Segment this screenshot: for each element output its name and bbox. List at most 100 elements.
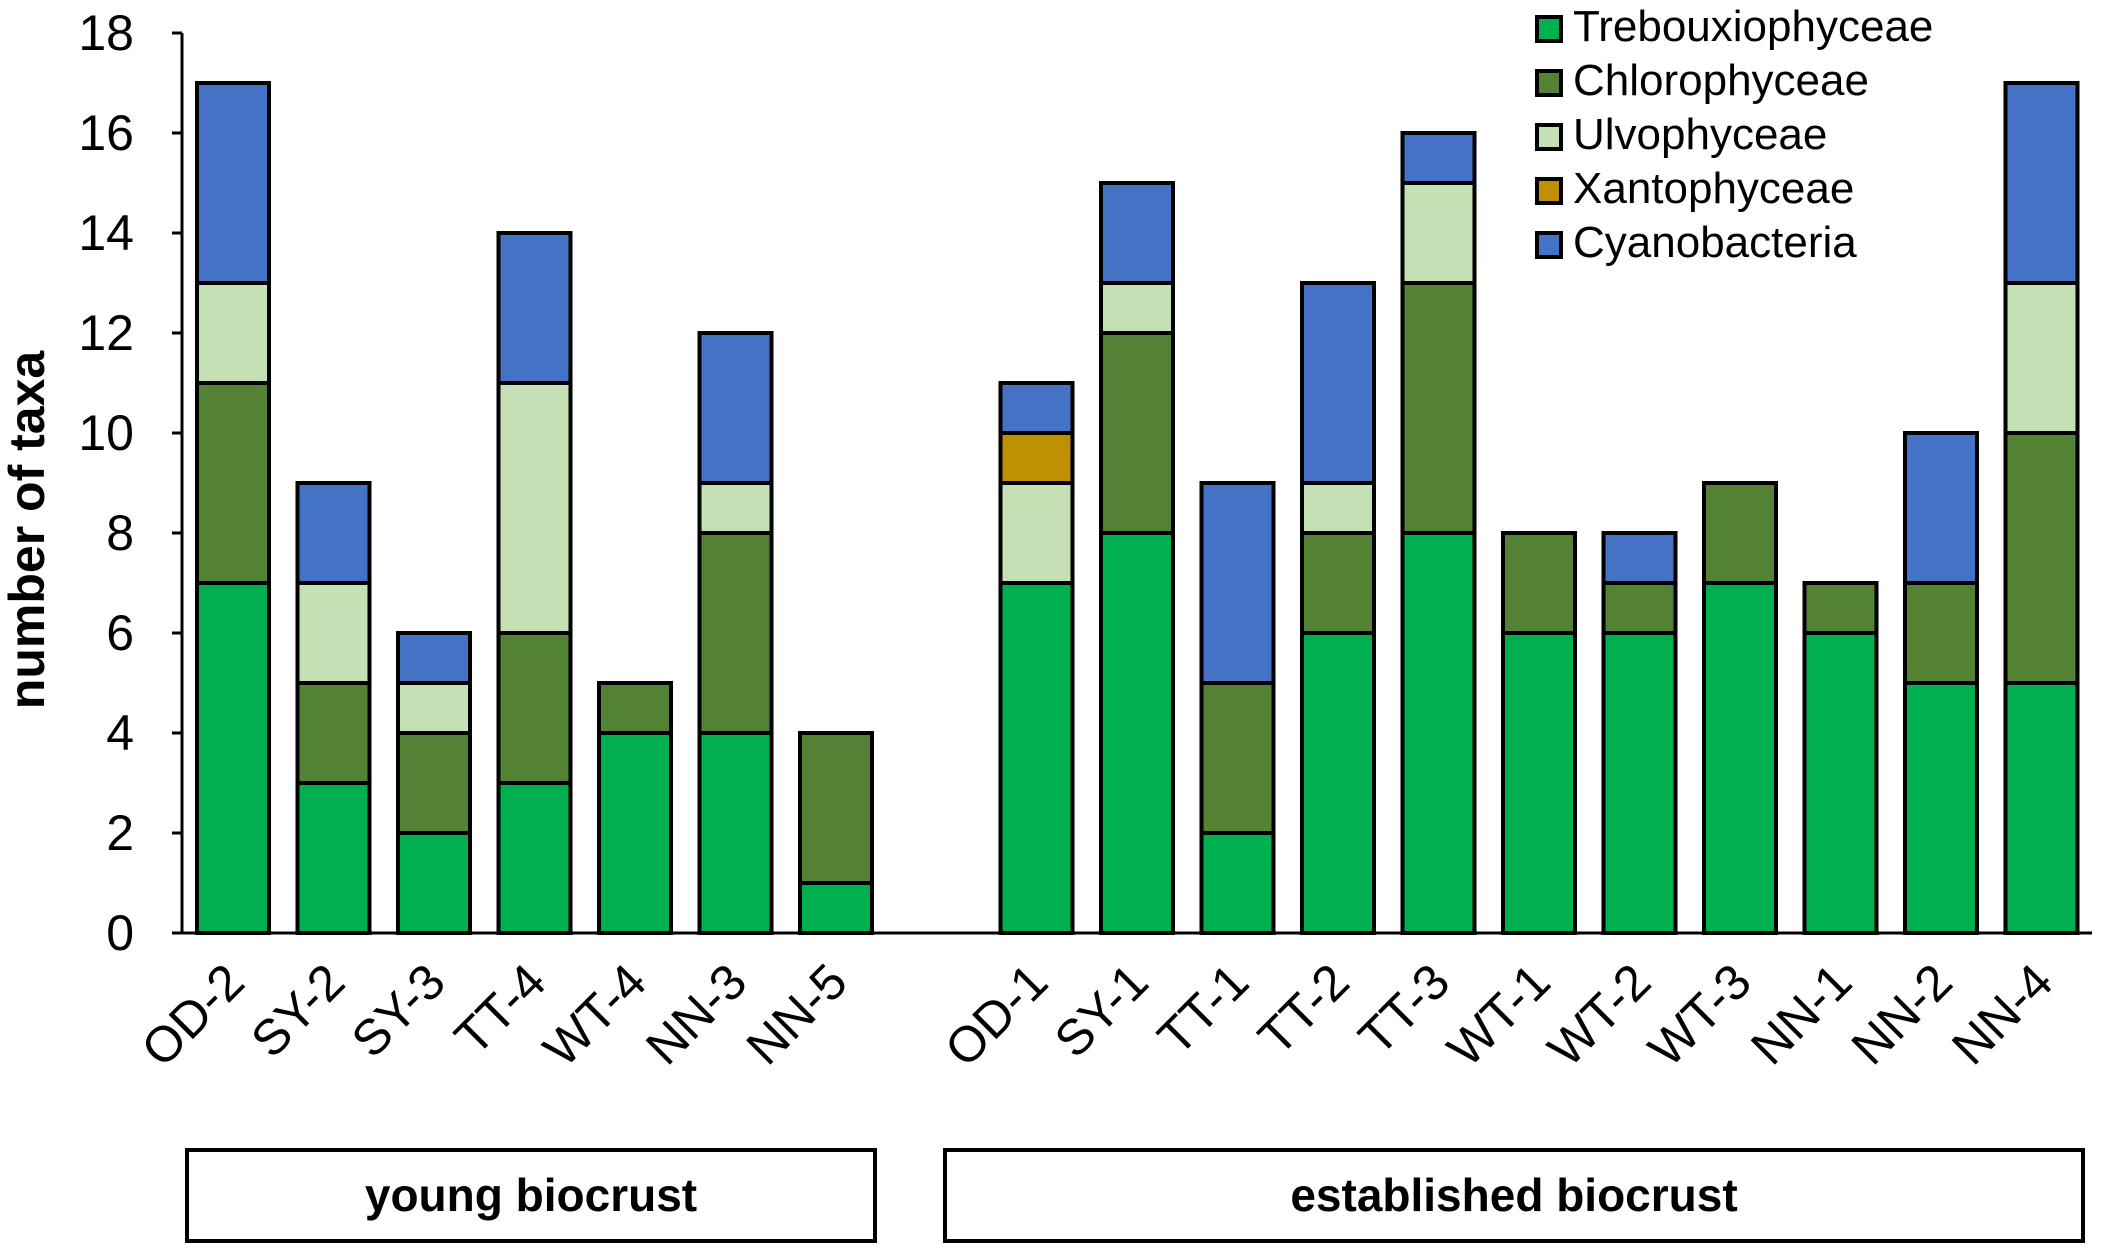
bar-segment-nn-2-cyanobacteria [1903,431,1979,585]
bar-segment-sy-1-cyanobacteria [1099,181,1175,285]
group-label-boxes: young biocrust established biocrust [185,1148,2085,1243]
bar-segment-tt-2-chlorophyceae [1300,531,1376,635]
x-category-label: OD-1 [934,953,1058,1077]
x-category-label: NN-3 [635,953,757,1075]
bar-segment-nn-3-chlorophyceae [697,531,774,735]
legend-label-xantophyceae: Xantophyceae [1573,164,1854,213]
bar-segment-wt-2-trebouxiophyceae [1601,631,1678,935]
bar-segment-tt-3-ulvophyceae [1400,181,1477,285]
y-tick-label: 0 [106,905,134,961]
bar-segment-sy-3-trebouxiophyceae [396,831,472,935]
bar-segment-od-2-ulvophyceae [195,281,271,385]
bar-segment-tt-1-cyanobacteria [1199,481,1276,685]
bar-segment-sy-3-chlorophyceae [396,731,472,835]
bar-segment-sy-1-chlorophyceae [1099,331,1175,535]
bar-segment-nn-5-trebouxiophyceae [798,881,874,935]
bar-segment-sy-1-ulvophyceae [1099,281,1175,335]
legend-swatch-ulvophyceae [1535,123,1563,151]
bar-segment-od-1-ulvophyceae [998,481,1075,585]
bar-segment-tt-2-trebouxiophyceae [1300,631,1376,935]
y-tick-label: 16 [78,105,134,161]
legend-swatch-chlorophyceae [1535,69,1563,97]
bar-segment-wt-4-trebouxiophyceae [597,731,673,935]
bar-segment-nn-1-trebouxiophyceae [1802,631,1879,935]
bar-segment-tt-4-chlorophyceae [496,631,573,785]
x-category-label: OD-2 [131,953,255,1077]
bar-segment-tt-1-trebouxiophyceae [1199,831,1276,935]
bar-segment-wt-3-trebouxiophyceae [1702,581,1778,935]
x-category-label: WT-4 [533,953,657,1077]
group-label: established biocrust [1290,1169,1737,1221]
bar-segment-nn-2-trebouxiophyceae [1903,681,1979,935]
bar-segment-od-2-cyanobacteria [195,81,271,285]
bar-segment-od-1-xantophyceae [998,431,1075,485]
y-tick-label: 10 [78,405,134,461]
x-axis-category-labels: OD-2SY-2SY-3TT-4WT-4NN-3NN-5 OD-1SY-1TT-1… [131,953,2064,1077]
bar-segment-nn-1-chlorophyceae [1802,581,1879,635]
bar-segment-nn-3-cyanobacteria [697,331,774,485]
x-category-label: NN-4 [1941,953,2063,1075]
legend-label-cyanobacteria: Cyanobacteria [1573,218,1857,267]
bar-segment-tt-2-ulvophyceae [1300,481,1376,535]
bar-segment-sy-2-chlorophyceae [295,681,372,785]
x-category-label: SY-2 [240,953,355,1068]
group-box [185,1148,877,1243]
x-category-label: SY-3 [341,953,456,1068]
bar-segment-od-2-chlorophyceae [195,381,271,585]
bar-segment-nn-4-ulvophyceae [2003,281,2080,435]
bar-segment-nn-3-ulvophyceae [697,481,774,535]
x-category-label: WT-1 [1437,953,1561,1077]
bar-segment-tt-4-trebouxiophyceae [496,781,573,935]
group-box [943,1148,2085,1243]
x-category-label: TT-4 [444,953,556,1065]
bar-segment-nn-4-chlorophyceae [2003,431,2080,685]
legend: Trebouxiophyceae Chlorophyceae Ulvophyceae… [1535,2,1933,267]
legend-label-trebouxiophyceae: Trebouxiophyceae [1573,2,1933,51]
y-tick-label: 2 [106,805,134,861]
bar-segment-tt-1-chlorophyceae [1199,681,1276,835]
bar-segment-tt-3-chlorophyceae [1400,281,1477,535]
y-tick-label: 8 [106,505,134,561]
x-category-label: TT-1 [1147,953,1259,1065]
bar-segment-sy-3-ulvophyceae [396,681,472,735]
bar-segment-nn-4-cyanobacteria [2003,81,2080,285]
y-tick-label: 18 [78,5,134,61]
bar-segment-sy-1-trebouxiophyceae [1099,531,1175,935]
x-category-label: TT-3 [1348,953,1460,1065]
legend-label-ulvophyceae: Ulvophyceae [1573,110,1827,159]
y-tick-label: 14 [78,205,134,261]
legend-swatch-xantophyceae [1535,177,1563,205]
group-label: young biocrust [365,1169,697,1221]
bar-segment-wt-1-chlorophyceae [1501,531,1577,635]
axes [180,33,2092,935]
bar-segment-od-2-trebouxiophyceae [195,581,271,935]
y-axis-label: number of taxa [0,350,55,710]
legend-swatch-trebouxiophyceae [1535,15,1563,43]
bar-segment-wt-3-chlorophyceae [1702,481,1778,585]
x-category-label: SY-1 [1044,953,1159,1068]
bar-segment-sy-2-trebouxiophyceae [295,781,372,935]
bar-segment-sy-2-ulvophyceae [295,581,372,685]
y-tick-label: 4 [106,705,134,761]
bar-segment-wt-2-cyanobacteria [1601,531,1678,585]
bar-segment-od-1-cyanobacteria [998,381,1075,435]
bar-segment-od-1-trebouxiophyceae [998,581,1075,935]
x-category-label: WT-3 [1638,953,1762,1077]
bar-segment-nn-5-chlorophyceae [798,731,874,885]
y-tick-label: 12 [78,305,134,361]
bar-segment-tt-3-trebouxiophyceae [1400,531,1477,935]
bar-segment-tt-3-cyanobacteria [1400,131,1477,185]
bar-segment-tt-4-ulvophyceae [496,381,573,635]
legend-label-chlorophyceae: Chlorophyceae [1573,56,1869,105]
bar-segment-wt-1-trebouxiophyceae [1501,631,1577,935]
bar-segment-tt-4-cyanobacteria [496,231,573,385]
bar-segment-nn-3-trebouxiophyceae [697,731,774,935]
bar-segment-tt-2-cyanobacteria [1300,281,1376,485]
bar-segment-wt-2-chlorophyceae [1601,581,1678,635]
bar-segment-nn-2-chlorophyceae [1903,581,1979,685]
bar-segment-sy-2-cyanobacteria [295,481,372,585]
y-axis-ticks: 0 2 4 6 8 10 12 14 16 18 [78,5,182,961]
bar-segment-sy-3-cyanobacteria [396,631,472,685]
bar-segment-wt-4-chlorophyceae [597,681,673,735]
